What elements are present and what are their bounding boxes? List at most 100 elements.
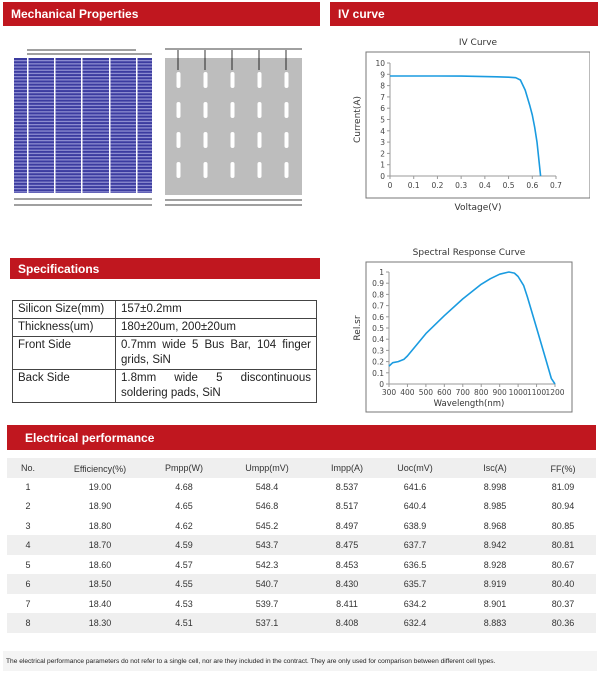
table-cell: 5 (25, 559, 31, 570)
table-cell: 4.68 (175, 481, 193, 492)
y-tick-label: 6 (380, 104, 385, 113)
finger-line (14, 133, 152, 135)
table-cell: 636.5 (403, 559, 427, 570)
table-cell: 540.7 (255, 578, 279, 589)
soldering-pad (230, 72, 235, 88)
y-tick-label: 0.3 (372, 346, 384, 355)
table-cell: 4.59 (175, 539, 193, 550)
table-cell: 542.3 (255, 559, 279, 570)
table-cell: 8.901 (483, 598, 507, 609)
finger-line (14, 159, 152, 161)
finger-line (14, 95, 152, 97)
spec-label: Back Side (12, 369, 116, 403)
finger-line (14, 120, 152, 123)
table-cell: 80.37 (551, 598, 575, 609)
table-cell: 4.57 (175, 559, 193, 570)
finger-line (14, 117, 152, 119)
soldering-pad (257, 72, 262, 88)
x-tick-label: 0.2 (431, 181, 443, 190)
table-cell: 8.919 (483, 578, 507, 589)
table-cell: 80.40 (551, 578, 575, 589)
x-axis-label: Voltage(V) (455, 203, 502, 213)
electrical-performance-header: Electrical performance (7, 425, 596, 450)
finger-line (14, 162, 152, 164)
y-tick-label: 0 (380, 172, 385, 181)
table-cell: 4.53 (175, 598, 193, 609)
table-cell: 640.4 (403, 500, 427, 511)
x-tick-label: 800 (474, 388, 489, 397)
y-axis-label: Current(A) (353, 96, 363, 143)
specifications-header: Specifications (10, 258, 320, 279)
soldering-pad (284, 72, 289, 88)
table-cell: 18.60 (88, 559, 112, 570)
table-cell: 4.55 (175, 578, 193, 589)
x-tick-label: 300 (382, 388, 397, 397)
spec-label: Silicon Size(mm) (12, 300, 116, 319)
spec-value: 0.7mm wide 5 Bus Bar, 104 finger grids, … (115, 336, 317, 370)
x-tick-label: 500 (419, 388, 434, 397)
finger-line (14, 130, 152, 132)
x-tick-label: 0.3 (455, 181, 467, 190)
soldering-pad (203, 132, 208, 148)
x-tick-label: 1200 (545, 388, 564, 397)
table-cell: 8.411 (336, 598, 358, 609)
table-cell: 8 (25, 617, 31, 628)
finger-line (14, 146, 152, 148)
column-header: Uoc(mV) (397, 462, 433, 473)
table-cell: 3 (25, 520, 31, 531)
finger-line (14, 111, 152, 113)
iv-curve-header: IV curve (330, 2, 598, 26)
y-axis-label: Rel.sr (353, 315, 363, 340)
finger-line (14, 140, 152, 142)
cell-back-drawing (165, 48, 302, 206)
soldering-pad (284, 162, 289, 178)
finger-line (14, 88, 152, 91)
y-tick-label: 2 (380, 149, 385, 158)
bus-bar (54, 58, 56, 193)
y-tick-label: 0.5 (372, 324, 384, 333)
y-tick-label: 10 (375, 59, 385, 68)
finger-line (14, 136, 152, 139)
table-cell: 1 (25, 481, 31, 492)
table-cell: 18.40 (88, 598, 112, 609)
y-tick-label: 7 (380, 93, 385, 102)
x-tick-label: 0.7 (550, 181, 562, 190)
table-cell: 80.36 (551, 617, 575, 628)
table-cell: 80.67 (551, 559, 575, 570)
table-header-row: No. Efficiency(%) Pmpp(W) Umpp(mV) Impp(A) Uo… (7, 458, 596, 478)
finger-line (14, 191, 152, 193)
column-header: Isc(A) (483, 462, 507, 473)
column-header: FF(%) (550, 464, 576, 474)
iv-curve-chart: IV Curve Voltage(V) Current(A) 0 0.1 0.2 0.3 0.… (353, 38, 590, 213)
table-cell: 4.51 (175, 617, 193, 628)
soldering-pad (257, 132, 262, 148)
finger-line (14, 69, 152, 71)
spec-row: Back Side 1.8mm wide 5 discontinuous sold… (12, 369, 317, 403)
table-row: 2 18.90 4.65 546.8 8.517 640.4 8.985 80.94 (7, 496, 596, 516)
soldering-pad (203, 102, 208, 118)
spec-value: 157±0.2mm (115, 300, 317, 319)
finger-line (14, 143, 152, 145)
table-cell: 632.4 (403, 617, 427, 628)
table-cell: 18.90 (88, 500, 112, 511)
y-tick-label: 1 (380, 161, 385, 170)
table-row: 3 18.80 4.62 545.2 8.497 638.9 8.968 80.85 (7, 516, 596, 536)
finger-line (14, 98, 152, 100)
specifications-table: Silicon Size(mm) 157±0.2mm Thickness(um) 1… (12, 300, 317, 403)
x-tick-label: 600 (437, 388, 452, 397)
table-cell: 638.9 (403, 520, 427, 531)
y-tick-label: 0.1 (372, 369, 384, 378)
table-cell: 7 (25, 598, 31, 609)
column-header: Pmpp(W) (165, 462, 203, 473)
x-tick-label: 1100 (527, 388, 546, 397)
chart-title: Spectral Response Curve (413, 248, 526, 258)
x-tick-label: 0.6 (526, 181, 538, 190)
table-cell: 18.70 (88, 539, 112, 550)
finger-line (14, 168, 152, 171)
soldering-pad (203, 72, 208, 88)
finger-line (14, 63, 152, 65)
table-cell: 641.6 (403, 481, 427, 492)
table-row: 8 18.30 4.51 537.1 8.408 632.4 8.883 80.36 (7, 613, 596, 633)
x-tick-label: 1000 (509, 388, 528, 397)
soldering-pad (176, 132, 181, 148)
